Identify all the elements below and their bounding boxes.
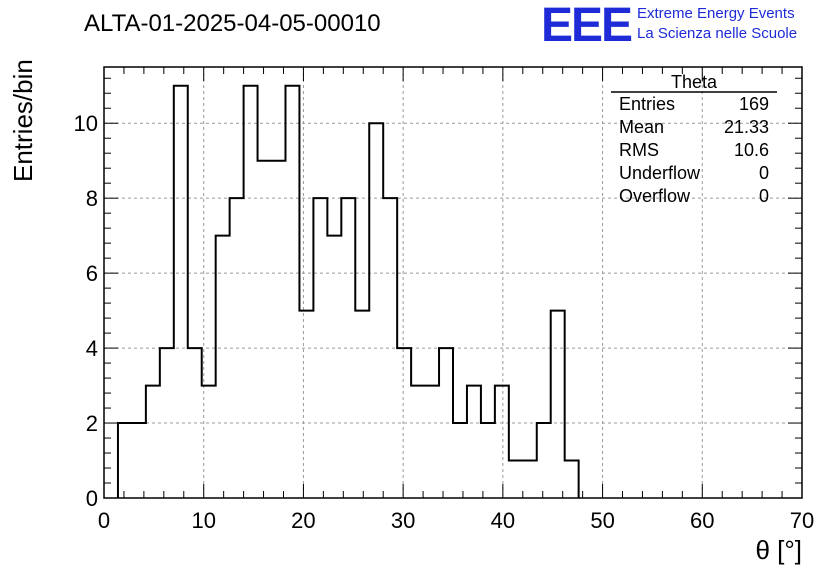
stats-row-label: Overflow bbox=[619, 186, 691, 206]
y-tick-label: 4 bbox=[86, 336, 98, 361]
logo-line-1: Extreme Energy Events bbox=[637, 5, 795, 22]
x-tick-label: 60 bbox=[690, 508, 714, 533]
histogram-bin bbox=[244, 86, 258, 498]
histogram-bin bbox=[397, 348, 411, 498]
histogram-bin bbox=[230, 198, 244, 498]
stats-row-value: 169 bbox=[739, 94, 769, 114]
logo-line-2: La Scienza nelle Scuole bbox=[637, 25, 798, 42]
chart-title: ALTA-01-2025-04-05-00010 bbox=[84, 10, 381, 37]
y-tick-label: 2 bbox=[86, 411, 98, 436]
histogram-bin bbox=[272, 161, 286, 498]
histogram-bin bbox=[425, 386, 439, 498]
histogram-bin bbox=[537, 423, 551, 498]
histogram-bin bbox=[565, 461, 579, 498]
histogram-bin bbox=[523, 461, 537, 498]
histogram-bin bbox=[299, 311, 313, 498]
histogram-bin bbox=[202, 386, 216, 498]
stats-row-value: 21.33 bbox=[724, 117, 769, 137]
histogram-bin bbox=[467, 386, 481, 498]
y-tick-label: 10 bbox=[74, 111, 98, 136]
histogram-bin bbox=[439, 348, 453, 498]
histogram-bin bbox=[327, 236, 341, 498]
y-tick-label: 8 bbox=[86, 186, 98, 211]
histogram-bin bbox=[160, 348, 174, 498]
stats-row-label: Underflow bbox=[619, 163, 701, 183]
histogram-bin bbox=[341, 198, 355, 498]
histogram-bin bbox=[285, 86, 299, 498]
histogram-bin bbox=[453, 423, 467, 498]
histogram-bin bbox=[411, 386, 425, 498]
stats-row-label: Mean bbox=[619, 117, 664, 137]
plot-frame bbox=[103, 66, 803, 499]
histogram-outline bbox=[116, 84, 580, 498]
histogram-bin bbox=[313, 198, 327, 498]
x-tick-label: 0 bbox=[98, 508, 110, 533]
stats-box-title: Theta bbox=[671, 72, 718, 92]
y-tick-label: 6 bbox=[86, 261, 98, 286]
stats-row-label: RMS bbox=[619, 140, 659, 160]
histogram-bin bbox=[355, 311, 369, 498]
histogram-bin bbox=[551, 311, 565, 498]
histogram-bin bbox=[481, 423, 495, 498]
histogram-bin bbox=[132, 423, 146, 498]
x-axis-label: θ [°] bbox=[755, 535, 802, 565]
histogram-bin bbox=[495, 386, 509, 498]
stats-row-value: 10.6 bbox=[734, 140, 769, 160]
x-tick-label: 10 bbox=[191, 508, 215, 533]
histogram-bin bbox=[174, 86, 188, 498]
stats-row-value: 0 bbox=[759, 186, 769, 206]
stats-row-value: 0 bbox=[759, 163, 769, 183]
histogram-bin bbox=[369, 123, 383, 498]
eee-logo: EEE bbox=[541, 0, 633, 52]
x-tick-label: 40 bbox=[491, 508, 515, 533]
y-tick-label: 0 bbox=[86, 486, 98, 511]
x-tick-label: 30 bbox=[391, 508, 415, 533]
histogram-bin bbox=[188, 348, 202, 498]
histogram-bin bbox=[118, 423, 132, 498]
histogram-bin bbox=[216, 236, 230, 498]
x-tick-label: 70 bbox=[790, 508, 814, 533]
histogram-bin bbox=[509, 461, 523, 498]
histogram-bin bbox=[383, 198, 397, 498]
x-tick-label: 50 bbox=[590, 508, 614, 533]
x-tick-label: 20 bbox=[291, 508, 315, 533]
histogram-bin bbox=[146, 386, 160, 498]
stats-row-label: Entries bbox=[619, 94, 675, 114]
histogram-bin bbox=[258, 161, 272, 498]
